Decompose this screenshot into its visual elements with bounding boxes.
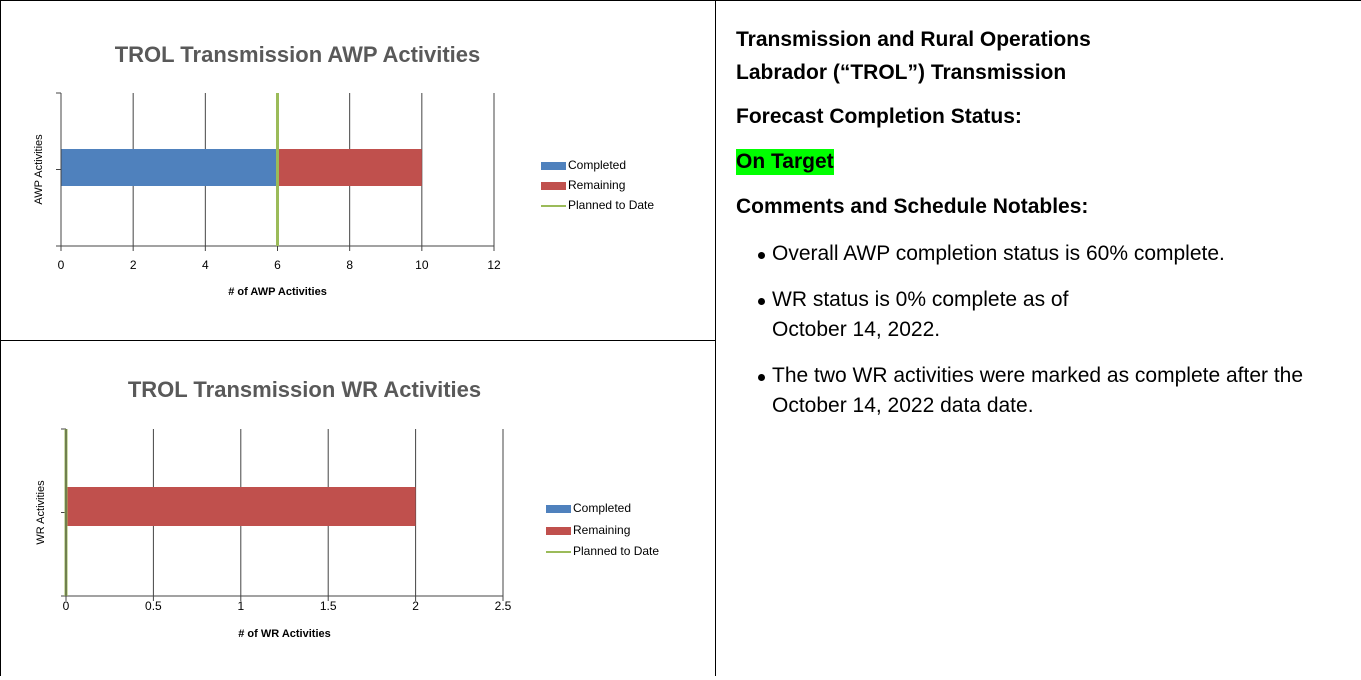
bullet: The two WR activities were marked as com… <box>758 361 1343 421</box>
status-label: Forecast Completion Status: <box>736 105 1022 128</box>
x-tick-label: 0 <box>58 258 65 272</box>
x-tick-label: 2.5 <box>495 599 512 613</box>
legend-label: Planned to Date <box>573 544 659 558</box>
bullet: Overall AWP completion status is 60% com… <box>758 239 1343 269</box>
bullet: WR status is 0% complete as of October 1… <box>758 285 1072 345</box>
status: On Target <box>736 149 834 175</box>
x-tick-label: 4 <box>202 258 209 272</box>
bar-segment <box>66 487 416 526</box>
legend-label: Planned to Date <box>568 198 654 212</box>
bar-segment <box>61 149 278 186</box>
chart: TROL Transmission AWP Activities # of AWP… <box>33 42 654 298</box>
panel-title: Transmission and Rural Operations Labrad… <box>736 28 1091 84</box>
x-tick-label: 10 <box>415 258 429 272</box>
comments-label: Comments and Schedule Notables: <box>736 195 1089 218</box>
legend-swatch <box>546 505 571 513</box>
x-tick-label: 1 <box>237 599 244 613</box>
x-tick-label: 12 <box>487 258 501 272</box>
x-tick-label: 2 <box>130 258 137 272</box>
x-tick-label: 8 <box>346 258 353 272</box>
legend-label: Remaining <box>573 523 630 537</box>
chart-cell: TROL Transmission AWP Activities # of AWP… <box>0 0 716 341</box>
x-tick-label: 0.5 <box>145 599 162 613</box>
legend-swatch <box>541 182 566 190</box>
x-axis-label: # of WR Activities <box>238 628 331 640</box>
y-axis-label: AWP Activities <box>33 134 45 205</box>
legend-swatch <box>541 162 566 170</box>
bar-segment <box>277 149 422 186</box>
y-axis-label: WR Activities <box>35 480 47 545</box>
x-tick-label: 1.5 <box>320 599 337 613</box>
bullet-list: Overall AWP completion status is 60% com… <box>736 239 1343 421</box>
x-tick-label: 0 <box>63 599 70 613</box>
chart-title: TROL Transmission WR Activities <box>128 377 481 402</box>
legend-label: Completed <box>568 158 626 172</box>
chart: TROL Transmission WR Activities # of WR A… <box>35 377 659 640</box>
legend-swatch <box>546 527 571 535</box>
legend-label: Completed <box>573 501 631 515</box>
x-tick-label: 2 <box>412 599 419 613</box>
status-panel: Transmission and Rural Operations Labrad… <box>715 0 1361 676</box>
chart-cell: TROL Transmission WR Activities # of WR A… <box>0 340 716 676</box>
legend-label: Remaining <box>568 178 625 192</box>
x-axis-label: # of AWP Activities <box>228 286 327 298</box>
chart-title: TROL Transmission AWP Activities <box>115 42 481 67</box>
x-tick-label: 6 <box>274 258 281 272</box>
